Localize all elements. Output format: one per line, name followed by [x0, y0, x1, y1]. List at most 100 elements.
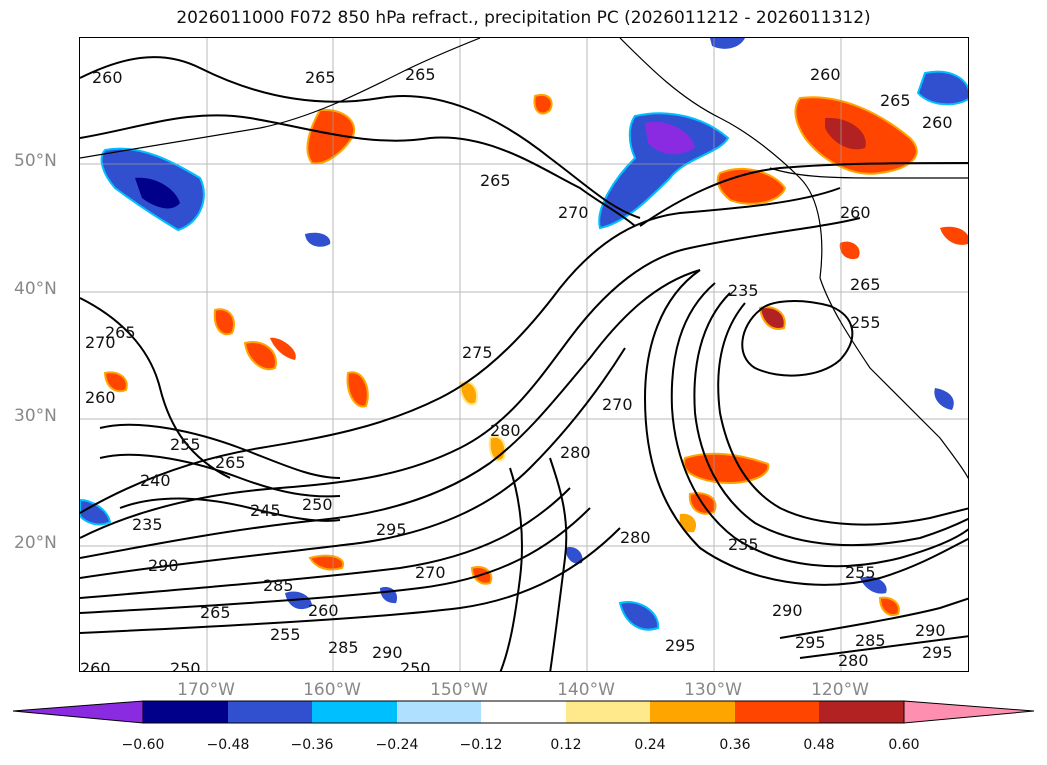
precip-blob: [916, 70, 968, 106]
contour-label: 270: [602, 395, 633, 414]
lon-label-140w: 140°W: [557, 680, 615, 700]
precip-blob: [934, 388, 954, 410]
colorbar-min-extension: [12, 700, 144, 724]
contour-label: 250: [170, 659, 201, 672]
contour-label: 255: [845, 563, 876, 582]
contour-label: 235: [132, 515, 163, 534]
contour-label: 260: [922, 113, 953, 132]
contour-label: 290: [148, 556, 179, 575]
precip-blob: [825, 117, 866, 150]
lon-label-120w: 120°W: [811, 680, 869, 700]
precip-blob: [80, 498, 112, 526]
lon-label-170w: 170°W: [177, 680, 235, 700]
contour-label: 255: [850, 313, 881, 332]
contour-label: 260: [80, 659, 111, 672]
contour-label: 280: [620, 528, 651, 547]
contour-label: 290: [372, 643, 403, 662]
coastline: [80, 38, 968, 480]
colorbar-segment: [819, 701, 904, 723]
lat-label-30n: 30°N: [14, 406, 57, 426]
precip-blob: [103, 371, 128, 393]
precip-blob: [458, 380, 478, 406]
contour-label: 265: [850, 275, 881, 294]
precip-blob: [135, 177, 180, 209]
contour-label: 265: [105, 323, 136, 342]
contour-label: 235: [728, 281, 759, 300]
colorbar-segment: [397, 701, 481, 723]
precip-blob: [878, 596, 900, 616]
colorbar: [12, 700, 1035, 724]
precip-blob: [679, 513, 697, 533]
colorbar-segment: [228, 701, 312, 723]
colorbar-tick: −0.36: [290, 737, 334, 753]
contour-label: 280: [838, 651, 869, 670]
precip-blob: [565, 547, 583, 564]
colorbar-tick: −0.60: [121, 737, 165, 753]
colorbar-tick: 0.48: [803, 737, 835, 753]
contour-label: 260: [308, 601, 339, 620]
colorbar-tick: −0.24: [375, 737, 419, 753]
contour-label: 250: [400, 659, 431, 672]
colorbar-segment: [143, 701, 228, 723]
contour-label: 260: [840, 203, 871, 222]
colorbar-tick: 0.24: [634, 737, 666, 753]
precip-blob: [270, 337, 296, 360]
precip-positive-shading: [103, 94, 968, 616]
contour-label: 265: [305, 68, 336, 87]
precip-blob: [346, 371, 369, 408]
contour-label: 285: [855, 631, 886, 650]
contour-label: 290: [772, 601, 803, 620]
map-panel: 260 265 265 260 265 260 265 260 265 270 …: [79, 37, 969, 672]
precip-blob: [839, 241, 860, 260]
contour-label: 260: [85, 388, 116, 407]
colorbar-tick: 0.12: [550, 737, 582, 753]
colorbar-segment: [312, 701, 397, 723]
colorbar-segment: [735, 701, 819, 723]
precip-blob: [243, 341, 277, 371]
precip-blob: [533, 94, 553, 115]
precip-blob: [710, 38, 745, 49]
contour-label: 265: [215, 453, 246, 472]
precip-blob: [305, 232, 331, 247]
colorbar-tick: 0.36: [719, 737, 751, 753]
precip-blob: [380, 587, 398, 604]
contour-label: 270: [85, 333, 116, 352]
contour-label: 240: [140, 471, 171, 490]
contour-label: 295: [922, 643, 953, 662]
contour-label: 280: [560, 443, 591, 462]
map-canvas: 260 265 265 260 265 260 265 260 265 270 …: [80, 38, 968, 672]
contour-label: 270: [415, 563, 446, 582]
colorbar-segment: [481, 701, 566, 723]
lon-label-160w: 160°W: [303, 680, 361, 700]
precip-blob: [940, 226, 968, 245]
refractivity-contours: [80, 56, 968, 671]
contour-label: 265: [200, 603, 231, 622]
contour-label: 245: [250, 501, 281, 520]
colorbar-segment: [566, 701, 650, 723]
colorbar-tick: −0.48: [206, 737, 250, 753]
lon-label-150w: 150°W: [430, 680, 488, 700]
contour-label: 295: [665, 636, 696, 655]
contour-label: 285: [263, 576, 294, 595]
contour-label: 295: [795, 633, 826, 652]
precip-blob: [716, 168, 787, 205]
contour-label: 265: [880, 91, 911, 110]
contour-label: 275: [462, 343, 493, 362]
contour-label: 265: [480, 171, 511, 190]
contour-label: 290: [915, 621, 946, 640]
colorbar-tick: 0.60: [888, 737, 920, 753]
contour-labels: 260 265 265 260 265 260 265 260 265 270 …: [80, 65, 953, 672]
contour-label: 255: [270, 625, 301, 644]
lon-label-130w: 130°W: [684, 680, 742, 700]
precip-blob: [308, 554, 345, 571]
colorbar-tick: −0.12: [459, 737, 503, 753]
contour-label: 235: [728, 535, 759, 554]
contour-label: 270: [558, 203, 589, 222]
precip-blob: [758, 306, 786, 330]
chart-title: 2026011000 F072 850 hPa refract., precip…: [176, 8, 871, 28]
precip-blob: [598, 112, 730, 230]
colorbar-segment: [650, 701, 735, 723]
lat-label-20n: 20°N: [14, 533, 57, 553]
precip-blob: [645, 122, 695, 155]
contour-label: 265: [405, 65, 436, 84]
